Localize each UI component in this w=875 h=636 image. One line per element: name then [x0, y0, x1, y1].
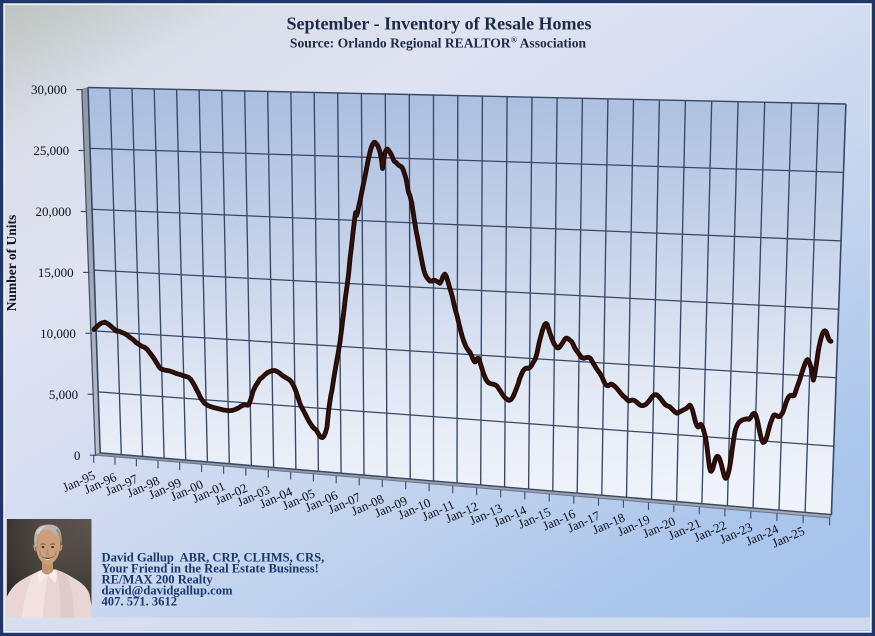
svg-text:David Gallup ABR, CRP, CLHMS,: David Gallup ABR, CRP, CLHMS, CRS,: [102, 551, 325, 565]
svg-text:407. 571. 3612: 407. 571. 3612: [102, 595, 178, 609]
svg-text:20,000: 20,000: [36, 204, 72, 219]
svg-text:RE/MAX 200 Realty: RE/MAX 200 Realty: [102, 573, 214, 587]
svg-text:25,000: 25,000: [33, 143, 69, 158]
svg-text:0: 0: [74, 448, 81, 463]
svg-text:david@davidgallup.com: david@davidgallup.com: [102, 584, 234, 598]
svg-text:September - Inventory of Resal: September - Inventory of Resale Homes: [286, 14, 591, 34]
svg-text:Source: Orlando Regional REALT: Source: Orlando Regional REALTOR® Associ…: [290, 35, 587, 51]
svg-text:15,000: 15,000: [38, 265, 74, 280]
svg-text:30,000: 30,000: [31, 82, 67, 97]
svg-text:Your Friend in the Real Estate: Your Friend in the Real Estate Business!: [102, 562, 319, 576]
svg-text:5,000: 5,000: [49, 387, 78, 402]
svg-text:10,000: 10,000: [40, 326, 76, 341]
svg-text:Number of Units: Number of Units: [4, 215, 19, 312]
